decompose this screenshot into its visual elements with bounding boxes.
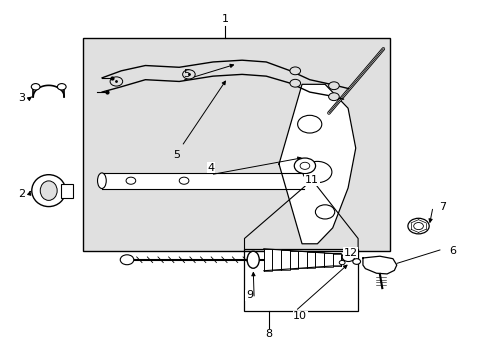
Text: 3: 3 [19, 94, 25, 103]
Polygon shape [362, 256, 396, 274]
Circle shape [352, 259, 360, 264]
Text: 10: 10 [292, 311, 306, 321]
Bar [298, 251, 306, 268]
Circle shape [110, 77, 122, 86]
Ellipse shape [40, 181, 57, 201]
Circle shape [289, 79, 300, 87]
Bar [272, 249, 281, 270]
Polygon shape [33, 85, 64, 97]
Bar [306, 252, 315, 268]
Bar [315, 252, 324, 267]
Bar [82, 38, 389, 251]
Text: 2: 2 [19, 189, 26, 199]
Circle shape [182, 70, 195, 79]
Text: 5: 5 [183, 69, 190, 79]
Polygon shape [279, 84, 355, 244]
Ellipse shape [246, 251, 259, 268]
Circle shape [294, 158, 315, 174]
Circle shape [57, 84, 66, 90]
Text: 12: 12 [343, 248, 357, 258]
Text: 7: 7 [438, 202, 446, 212]
Bar [244, 249, 357, 311]
Circle shape [179, 177, 188, 184]
Text: 6: 6 [448, 246, 455, 256]
Text: 5: 5 [173, 150, 180, 160]
Ellipse shape [97, 173, 106, 189]
Bar [264, 249, 272, 271]
Bar [61, 184, 73, 198]
Bar [332, 253, 341, 266]
Text: 2: 2 [19, 189, 26, 199]
Text: 1: 1 [221, 14, 228, 24]
Ellipse shape [32, 175, 65, 207]
Text: 9: 9 [245, 290, 252, 300]
Circle shape [31, 84, 40, 90]
Text: 4: 4 [207, 163, 214, 172]
Bar [324, 253, 332, 266]
Bar [102, 173, 303, 189]
Text: 8: 8 [264, 329, 272, 339]
Text: 4: 4 [207, 163, 214, 172]
Circle shape [328, 82, 339, 90]
Bar [281, 250, 289, 270]
Circle shape [339, 260, 345, 265]
Circle shape [289, 67, 300, 75]
Circle shape [126, 177, 136, 184]
Text: 11: 11 [305, 175, 319, 185]
Circle shape [342, 252, 354, 261]
Circle shape [120, 255, 134, 265]
Circle shape [407, 218, 428, 234]
Circle shape [328, 93, 339, 100]
Text: 3: 3 [19, 94, 25, 103]
Bar [289, 251, 298, 269]
